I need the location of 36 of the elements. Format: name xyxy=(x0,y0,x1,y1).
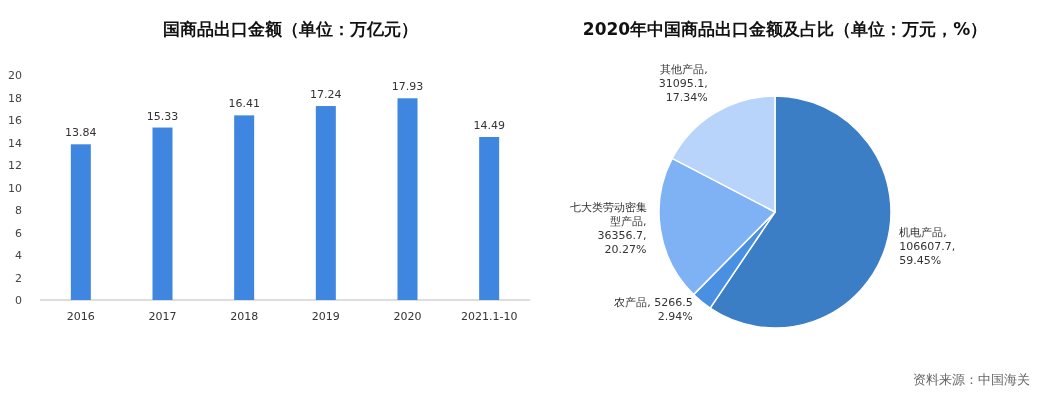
data-label: 17.24 xyxy=(310,88,342,102)
chart-title: 国商品出口金额（单位：万亿元） xyxy=(162,19,418,39)
y-tick-label: 20 xyxy=(8,69,22,82)
data-label: 16.41 xyxy=(228,97,260,111)
bar xyxy=(234,115,255,300)
y-tick-label: 14 xyxy=(8,136,22,150)
data-label: 17.93 xyxy=(391,80,424,94)
slice-label: 机电产品, 106607.7, 59.45% xyxy=(899,226,956,268)
data-label: 15.33 xyxy=(146,109,179,123)
x-tick-label: 2018 xyxy=(230,310,259,323)
x-tick-label: 2017 xyxy=(148,310,177,323)
y-tick-label: 16 xyxy=(8,114,22,127)
x-tick-label: 2020 xyxy=(393,310,422,323)
slice-label: 其他产品, 31095.1, 17.34% xyxy=(658,62,708,104)
y-tick-label: 10 xyxy=(8,181,22,195)
y-tick-label: 0 xyxy=(15,294,22,307)
y-tick-label: 12 xyxy=(8,159,22,172)
bar xyxy=(397,98,418,300)
x-tick-label: 2016 xyxy=(66,310,95,323)
bar xyxy=(152,127,173,300)
data-label: 13.84 xyxy=(65,126,97,140)
y-tick-label: 6 xyxy=(15,226,22,240)
x-tick-label: 2019 xyxy=(311,310,340,323)
y-tick-label: 18 xyxy=(8,91,22,105)
data-label: 14.49 xyxy=(473,118,505,132)
bar xyxy=(70,144,91,300)
slice-label: 七大类劳动密集型产品, 36356.7, 20.27% xyxy=(569,201,647,257)
x-tick-label: 2021.1-10 xyxy=(460,310,518,323)
slice-label: 农产品, 5266.5 2.94% xyxy=(614,295,693,323)
y-tick-label: 4 xyxy=(15,249,22,262)
bar xyxy=(479,136,500,300)
bar xyxy=(315,106,336,300)
text: 资料来源：中国海关 xyxy=(913,372,1030,387)
y-tick-label: 2 xyxy=(15,271,22,285)
chart-title: 2020年中国商品出口金额及占比（单位：万元，%） xyxy=(582,19,988,39)
y-tick-label: 8 xyxy=(15,204,22,217)
